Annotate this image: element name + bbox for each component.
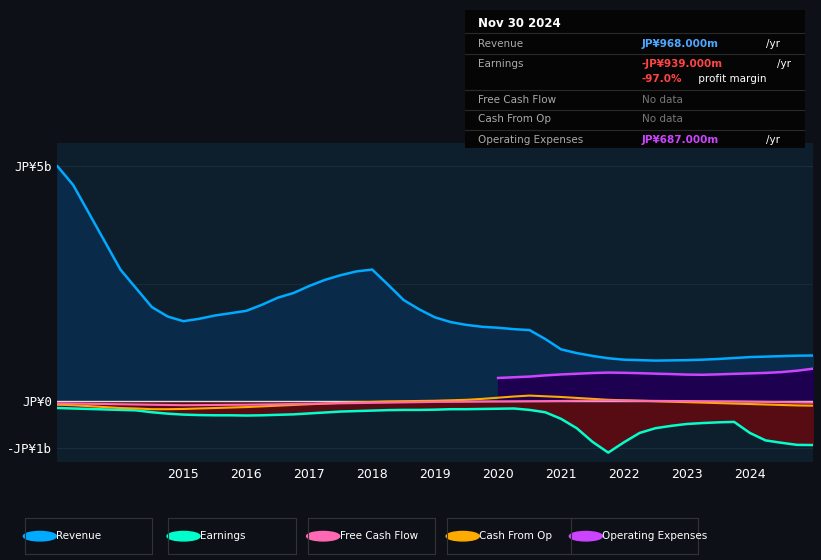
Text: Earnings: Earnings xyxy=(479,59,524,69)
Text: No data: No data xyxy=(642,114,683,124)
Circle shape xyxy=(306,531,340,541)
Text: Revenue: Revenue xyxy=(479,39,524,49)
Circle shape xyxy=(446,531,479,541)
Text: Nov 30 2024: Nov 30 2024 xyxy=(479,17,561,30)
Text: Free Cash Flow: Free Cash Flow xyxy=(479,95,557,105)
Text: JP¥968.000m: JP¥968.000m xyxy=(642,39,719,49)
Text: /yr: /yr xyxy=(777,59,791,69)
Text: -JP¥939.000m: -JP¥939.000m xyxy=(642,59,723,69)
Text: JP¥687.000m: JP¥687.000m xyxy=(642,135,719,145)
Text: Operating Expenses: Operating Expenses xyxy=(479,135,584,145)
Text: /yr: /yr xyxy=(765,39,779,49)
Circle shape xyxy=(569,531,603,541)
Text: Operating Expenses: Operating Expenses xyxy=(603,531,708,541)
Text: Earnings: Earnings xyxy=(200,531,245,541)
Text: Revenue: Revenue xyxy=(57,531,102,541)
Text: -97.0%: -97.0% xyxy=(642,74,682,84)
Text: Cash From Op: Cash From Op xyxy=(479,531,553,541)
Text: Cash From Op: Cash From Op xyxy=(479,114,552,124)
Text: Free Cash Flow: Free Cash Flow xyxy=(340,531,418,541)
Circle shape xyxy=(167,531,200,541)
Circle shape xyxy=(23,531,57,541)
Text: profit margin: profit margin xyxy=(695,74,766,84)
Text: No data: No data xyxy=(642,95,683,105)
Text: /yr: /yr xyxy=(765,135,779,145)
